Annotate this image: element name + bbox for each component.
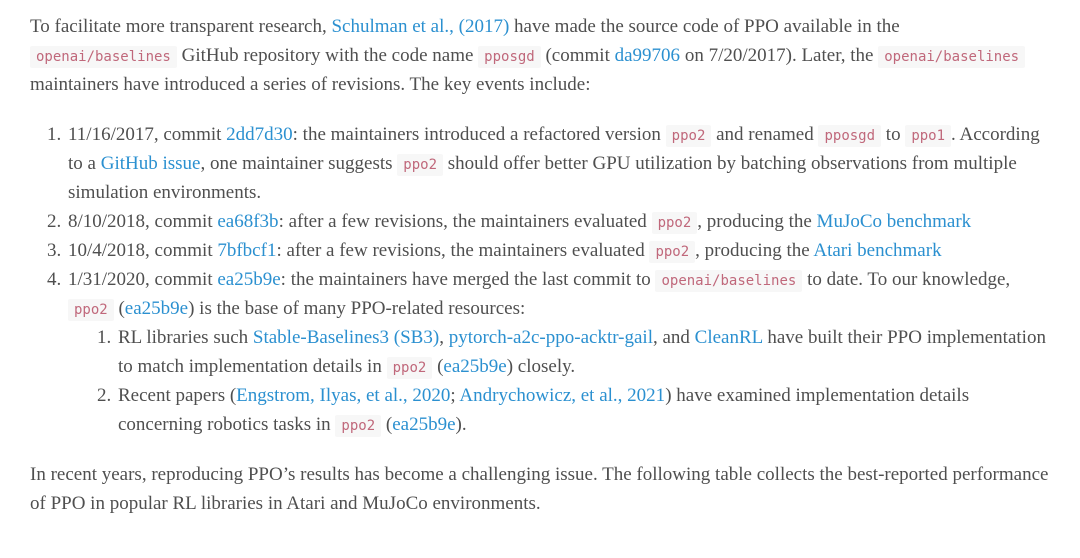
text-run: to [881,124,906,145]
inline-code: ppo1 [905,125,952,147]
key-event-item-2: 8/10/2018, commit ea68f3b: after a few r… [66,207,1050,236]
article-content: To facilitate more transparent research,… [0,0,1080,518]
text-run: . According to a [68,124,1040,174]
text-run: : the maintainers introduced a refactore… [292,124,666,145]
inline-code: pposgd [478,46,541,68]
inline-code: ppo2 [397,154,444,176]
inline-code: openai/baselines [878,46,1026,68]
text-run: on 7/20/2017). Later, the [680,45,879,66]
text-run: : the maintainers have merged the last c… [280,269,656,290]
text-run: ) have examined implementation details c… [118,385,970,435]
text-run: , and [652,327,695,348]
key-event-item-3: 10/4/2018, commit 7bfbcf1: after a few r… [66,236,1050,265]
intro-paragraph: To facilitate more transparent research,… [30,12,1050,99]
text-run: and renamed [711,124,819,145]
inline-link[interactable]: Schulman et al., (2017) [331,16,510,37]
text-run: have built their PPO implementation to m… [118,327,1046,377]
text-run: ( [432,356,444,377]
inline-code: openai/baselines [30,46,177,68]
inline-code: ppo2 [335,415,382,437]
text-run: ; [450,385,460,406]
text-run: to date. To our knowledge, [802,269,1011,290]
text-run: (commit [540,45,615,66]
inline-link[interactable]: pytorch-a2c-ppo-acktr-gail [448,327,653,348]
inline-link[interactable]: Engstrom, Ilyas, et al., 2020 [236,385,451,406]
text-run: maintainers have introduced a series of … [30,74,591,95]
inline-code: openai/baselines [655,270,803,292]
inline-link[interactable]: 2dd7d30 [226,124,293,145]
text-run: should offer better GPU utilization by b… [68,153,1017,203]
key-event-item-1: 11/16/2017, commit 2dd7d30: the maintain… [66,120,1050,207]
inline-link[interactable]: 7bfbcf1 [217,240,277,261]
text-run: RL libraries such [118,327,253,348]
text-run: ). [455,414,467,435]
text-run: GitHub repository with the code name [176,45,479,66]
inline-link[interactable]: ea68f3b [217,211,279,232]
text-run: To facilitate more transparent research, [30,16,332,37]
text-run: , producing the [695,240,814,261]
text-run: : after a few revisions, the maintainers… [278,211,652,232]
text-run: : after a few revisions, the maintainers… [276,240,650,261]
text-run: ) is the base of many PPO-related resour… [188,298,526,319]
ppo-resources-sublist: RL libraries such Stable-Baselines3 (SB3… [68,323,1050,439]
key-event-item-4-text: 1/31/2020, commit ea25b9e: the maintaine… [68,269,1011,321]
text-run: 1/31/2020, commit [68,269,218,290]
text-run: 11/16/2017, commit [68,124,227,145]
text-run: ( [381,414,393,435]
inline-link[interactable]: ea25b9e [124,298,189,319]
text-run: ( [113,298,125,319]
inline-link[interactable]: MuJoCo benchmark [816,211,972,232]
text-run: 8/10/2018, commit [68,211,218,232]
text-run: , one maintainer suggests [200,153,398,174]
inline-code: ppo2 [649,241,696,263]
inline-link[interactable]: GitHub issue [100,153,201,174]
inline-link[interactable]: Atari benchmark [813,240,942,261]
closing-paragraph: In recent years, reproducing PPO’s resul… [30,460,1050,518]
text-run: , [439,327,449,348]
ppo-resource-item-1: RL libraries such Stable-Baselines3 (SB3… [116,323,1050,381]
inline-link[interactable]: Andrychowicz, et al., 2021 [459,385,666,406]
text-run: , producing the [697,211,817,232]
inline-link[interactable]: CleanRL [694,327,763,348]
text-run: ) closely. [506,356,576,377]
inline-link[interactable]: ea25b9e [217,269,281,290]
inline-code: ppo2 [386,357,433,379]
inline-code: ppo2 [651,212,698,234]
key-event-item-4: 1/31/2020, commit ea25b9e: the maintaine… [66,265,1050,439]
key-events-list: 11/16/2017, commit 2dd7d30: the maintain… [30,120,1050,439]
text-run: 10/4/2018, commit [68,240,218,261]
ppo-resource-item-2: Recent papers (Engstrom, Ilyas, et al., … [116,381,1050,439]
inline-code: pposgd [818,125,882,147]
text-run: Recent papers ( [118,385,237,406]
inline-code: ppo2 [665,125,712,147]
inline-link[interactable]: ea25b9e [443,356,507,377]
inline-link[interactable]: Stable-Baselines3 (SB3) [252,327,440,348]
text-run: In recent years, reproducing PPO’s resul… [30,464,1049,514]
inline-code: ppo2 [68,299,114,321]
inline-link[interactable]: da99706 [614,45,681,66]
text-run: have made the source code of PPO availab… [509,16,900,37]
inline-link[interactable]: ea25b9e [392,414,456,435]
